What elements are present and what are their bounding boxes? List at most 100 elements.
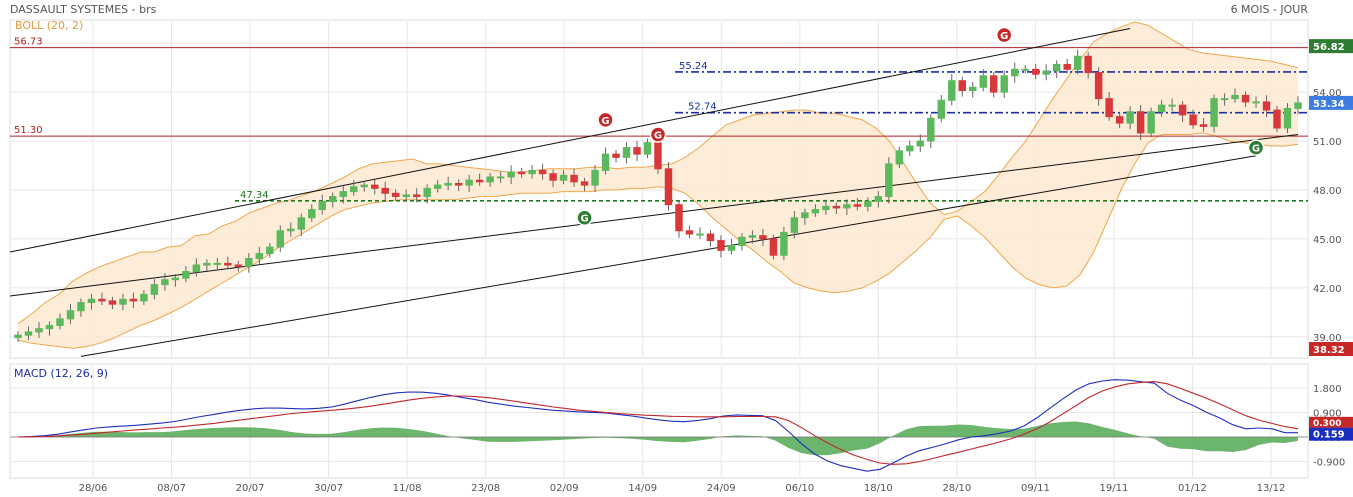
x-tick-label: 30/07 — [314, 483, 343, 494]
candle-up — [360, 184, 368, 188]
candle-up — [1220, 98, 1229, 101]
bollinger-bands — [17, 21, 1299, 349]
signal-letter: G — [1252, 144, 1260, 155]
max-price-badge: 56.82 — [1313, 42, 1345, 53]
price-y-tick: 51.00 — [1313, 137, 1342, 148]
x-tick-label: 08/07 — [157, 483, 186, 494]
price-y-tick: 54.00 — [1313, 88, 1342, 99]
candle-down — [1262, 101, 1271, 111]
candle-up — [308, 209, 316, 219]
price-panel-frame — [9, 19, 1309, 359]
candle-up — [843, 204, 851, 209]
trend-line — [80, 155, 1257, 357]
candle-up — [66, 310, 75, 320]
macd-histogram — [18, 421, 1298, 456]
last-price-badge: 53.34 — [1313, 99, 1345, 110]
candle-down — [706, 233, 715, 242]
level-label: 55.24 — [679, 61, 708, 72]
candle-up — [213, 262, 222, 265]
candle-down — [108, 300, 117, 305]
candle-up — [56, 318, 64, 326]
candle-down — [1031, 68, 1040, 75]
x-tick-label: 02/09 — [550, 483, 579, 494]
last-price-badge-bg — [1309, 95, 1353, 110]
candle-up — [937, 99, 946, 119]
signal-line — [17, 381, 1299, 465]
x-tick-label: 09/11 — [1021, 483, 1050, 494]
candle-down — [454, 182, 463, 186]
candle-down — [98, 298, 106, 302]
candle-up — [1168, 104, 1176, 107]
candle-up — [738, 236, 746, 246]
candle-up — [790, 217, 799, 233]
candle-up — [916, 140, 925, 147]
candle-up — [1000, 75, 1008, 93]
signal-letter: G — [1000, 31, 1008, 42]
candle-up — [182, 271, 190, 279]
candle-up — [255, 253, 264, 260]
macd-badge: 0.159 — [1313, 430, 1345, 441]
candle-down — [958, 80, 966, 92]
candle-down — [1105, 98, 1113, 118]
signal-marker: G — [649, 126, 667, 143]
macd-panel-frame — [9, 363, 1309, 479]
candle-up — [1252, 101, 1260, 104]
candle-down — [224, 262, 232, 266]
candle-down — [675, 204, 683, 232]
candle-down — [1178, 104, 1187, 116]
candle-down — [1273, 109, 1281, 129]
macd-y-tick: 1.800 — [1313, 384, 1342, 395]
candle-down — [664, 168, 673, 206]
signal-dot — [649, 126, 667, 143]
axes: 39.0042.0045.0048.0051.0054.0057.0028/06… — [79, 39, 1346, 494]
signal-marker: G — [1247, 139, 1265, 156]
candle-up — [927, 117, 935, 142]
level-label: 47.34 — [240, 190, 269, 201]
boll-label: BOLL (20, 2) — [15, 19, 83, 32]
candle-up — [1210, 98, 1218, 127]
candle-up — [339, 191, 347, 198]
signal-badge: 0.300 — [1313, 419, 1341, 429]
candle-up — [696, 233, 704, 236]
macd-y-tick: 0.900 — [1313, 408, 1342, 419]
candle-up — [35, 328, 43, 333]
candle-up — [1294, 102, 1302, 109]
candle-up — [1042, 70, 1050, 75]
candle-up — [140, 293, 148, 302]
candle-down — [717, 240, 725, 251]
x-tick-label: 23/08 — [471, 483, 500, 494]
candle-up — [486, 176, 494, 183]
candle-down — [990, 75, 998, 93]
candle-up — [811, 209, 820, 214]
macd-badge-bg — [1309, 427, 1353, 441]
bollinger-fill — [18, 22, 1298, 349]
candle-up — [1010, 68, 1019, 77]
signal-badge-bg — [1309, 416, 1353, 428]
candle-up — [444, 182, 452, 186]
level-label: 56.73 — [14, 37, 43, 48]
signal-letter: G — [580, 214, 588, 225]
candle-up — [14, 334, 22, 339]
candle-up — [496, 176, 505, 179]
candle-up — [276, 230, 285, 248]
candle-down — [475, 179, 484, 183]
candlesticks — [14, 49, 1302, 342]
candle-down — [370, 184, 379, 189]
candle-down — [1115, 116, 1124, 124]
candle-up — [329, 196, 337, 202]
price-y-tick: 42.00 — [1313, 284, 1342, 295]
x-tick-label: 20/07 — [236, 483, 265, 494]
level-label: 52.74 — [688, 102, 717, 113]
candle-up — [622, 147, 631, 158]
candle-up — [748, 235, 757, 238]
candle-up — [1021, 68, 1029, 71]
candle-down — [633, 147, 641, 155]
candle-up — [895, 150, 904, 165]
min-price-badge-bg — [1309, 342, 1353, 356]
candle-down — [1241, 94, 1250, 103]
candle-down — [570, 174, 578, 183]
candle-down — [612, 153, 620, 158]
candle-up — [1157, 104, 1166, 113]
candle-down — [1199, 124, 1208, 127]
